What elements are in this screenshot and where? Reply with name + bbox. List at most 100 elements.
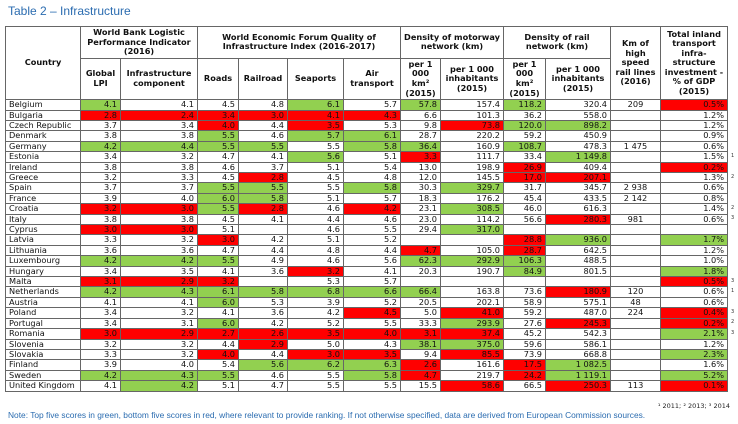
motorway-per-inh-cell: 176.2 [440, 192, 504, 205]
investment-cell: 1.3% [660, 171, 728, 184]
motorway-per-inh-cell: 73.8 [440, 119, 504, 132]
country-cell: France [5, 192, 81, 205]
hsr-km-cell [610, 161, 661, 174]
infra-component-cell: 3.8 [120, 161, 198, 174]
rail-per-inh-cell: 616.3 [545, 203, 611, 215]
rail-per-inh-cell [545, 276, 611, 288]
investment-cell: 1.2% [660, 109, 728, 121]
infra-component-cell: 3.2 [120, 338, 198, 350]
investment-cell: 1.0% [660, 255, 728, 267]
air-transport-cell: 5.6 [343, 255, 401, 267]
hsr-km-cell [610, 348, 661, 361]
table-row: Czech Republic 3.7 3.4 4.0 4.4 3.5 5.3 9.8 73.8 1… [5, 119, 728, 132]
seaports-cell: 3.5 [287, 328, 344, 340]
infra-component-cell: 3.6 [120, 244, 198, 257]
railroad-cell: 4.2 [238, 317, 288, 330]
rail-per-km2-cell: 36.2 [503, 109, 546, 121]
rail-per-km2-cell: 46.0 [503, 203, 546, 215]
seaports-cell: 5.0 [287, 338, 344, 350]
investment-cell: 0.2% [660, 317, 728, 330]
hsr-km-cell [610, 130, 661, 142]
investment-cell: 2.1% [660, 328, 728, 340]
roads-cell: 5.5 [197, 203, 239, 215]
rail-per-inh-cell: 575.1 [545, 296, 611, 309]
motorway-per-inh-cell: 219.7 [440, 369, 504, 382]
country-cell: Slovakia [5, 348, 81, 361]
rail-per-km2-cell: 73.9 [503, 348, 546, 361]
rail-per-inh-cell: 180.9 [545, 286, 611, 298]
air-transport-cell: 5.5 [343, 224, 401, 236]
rail-per-inh-cell: 1 149.8 [545, 151, 611, 163]
global-lpi-cell: 2.8 [80, 109, 121, 121]
air-transport-cell: 5.7 [343, 276, 401, 288]
motorway-per-km2-cell: 23.0 [400, 213, 441, 226]
seaports-cell: 4.6 [287, 255, 344, 267]
railroad-cell: 4.7 [238, 380, 288, 392]
railroad-cell: 4.9 [238, 255, 288, 267]
investment-cell: 1.4% [660, 203, 728, 215]
seaports-cell: 5.1 [287, 161, 344, 174]
country-cell: Romania [5, 328, 81, 340]
table-row: Denmark 3.8 3.8 5.5 4.6 5.7 6.1 28.7 220.2 59.2 45… [5, 130, 728, 142]
motorway-per-km2-cell: 9.4 [400, 348, 441, 361]
table-row: Sweden 4.2 4.3 5.5 4.6 5.5 5.8 4.7 219.7 24.2 1 11… [5, 369, 728, 382]
header-railroad: Railroad [238, 57, 288, 101]
railroad-cell [238, 276, 288, 288]
rail-per-inh-cell: 936.0 [545, 234, 611, 246]
motorway-per-inh-cell: 317.0 [440, 224, 504, 236]
motorway-per-km2-cell: 23.1 [400, 203, 441, 215]
hsr-km-cell [610, 255, 661, 267]
table-row: Italy 3.8 3.8 4.5 4.1 4.4 4.6 23.0 114.2 56.6 280.… [5, 213, 728, 226]
country-cell: Croatia [5, 203, 81, 215]
motorway-per-inh-cell: 292.9 [440, 255, 504, 267]
investment-cell: 1.2% [660, 244, 728, 257]
infra-component-cell: 3.2 [120, 151, 198, 163]
country-cell: Finland [5, 359, 81, 371]
country-cell: Spain [5, 182, 81, 194]
railroad-cell: 2.8 [238, 171, 288, 184]
motorway-per-km2-cell: 12.0 [400, 171, 441, 184]
header-investment: Total inland transport infra-structure i… [660, 25, 728, 101]
roads-cell: 3.0 [197, 234, 239, 246]
hsr-km-cell [610, 203, 661, 215]
rail-per-km2-cell: 120.0 [503, 119, 546, 132]
roads-cell: 5.1 [197, 224, 239, 236]
motorway-per-inh-cell: 37.4 [440, 328, 504, 340]
motorway-per-km2-cell: 2.6 [400, 359, 441, 371]
table-title: Table 2 – Infrastructure [8, 4, 131, 18]
seaports-cell: 5.6 [287, 151, 344, 163]
motorway-per-km2-cell: 66.4 [400, 286, 441, 298]
country-cell: Germany [5, 140, 81, 153]
railroad-cell: 3.6 [238, 307, 288, 319]
country-cell: Estonia [5, 151, 81, 163]
country-cell: Belgium [5, 99, 81, 111]
investment-cell: 0.6% [660, 296, 728, 309]
footnote-marker: 3 [731, 308, 735, 315]
hsr-km-cell: 2 938 [610, 182, 661, 194]
global-lpi-cell: 3.3 [80, 234, 121, 246]
country-cell: Sweden [5, 369, 81, 382]
hsr-km-cell: 48 [610, 296, 661, 309]
footnote-marker: 3 [731, 329, 735, 336]
roads-cell: 6.0 [197, 296, 239, 309]
table-row: Poland 3.4 3.2 4.1 3.6 4.2 4.5 5.0 41.0 59.2 487.0… [5, 307, 728, 319]
hsr-km-cell [610, 109, 661, 121]
infra-component-cell: 3.5 [120, 265, 198, 278]
infra-component-cell: 3.0 [120, 224, 198, 236]
motorway-per-km2-cell: 4.7 [400, 369, 441, 382]
hsr-km-cell [610, 244, 661, 257]
seaports-cell: 3.0 [287, 348, 344, 361]
table-row: Finland 3.9 4.0 5.4 5.6 6.2 6.3 2.6 161.6 17.5 1 0… [5, 359, 728, 371]
infra-component-cell: 3.2 [120, 307, 198, 319]
hsr-km-cell: 224 [610, 307, 661, 319]
header-roads: Roads [197, 57, 239, 101]
header-hsr: Km of high speed rail lines (2016) [610, 25, 661, 101]
rail-per-inh-cell: 250.3 [545, 380, 611, 392]
country-cell: Portugal [5, 317, 81, 330]
railroad-cell: 4.4 [238, 119, 288, 132]
header-country: Country [5, 25, 81, 101]
seaports-cell: 4.5 [287, 171, 344, 184]
global-lpi-cell: 3.4 [80, 317, 121, 330]
hsr-km-cell [610, 265, 661, 278]
motorway-per-km2-cell: 33.3 [400, 317, 441, 330]
